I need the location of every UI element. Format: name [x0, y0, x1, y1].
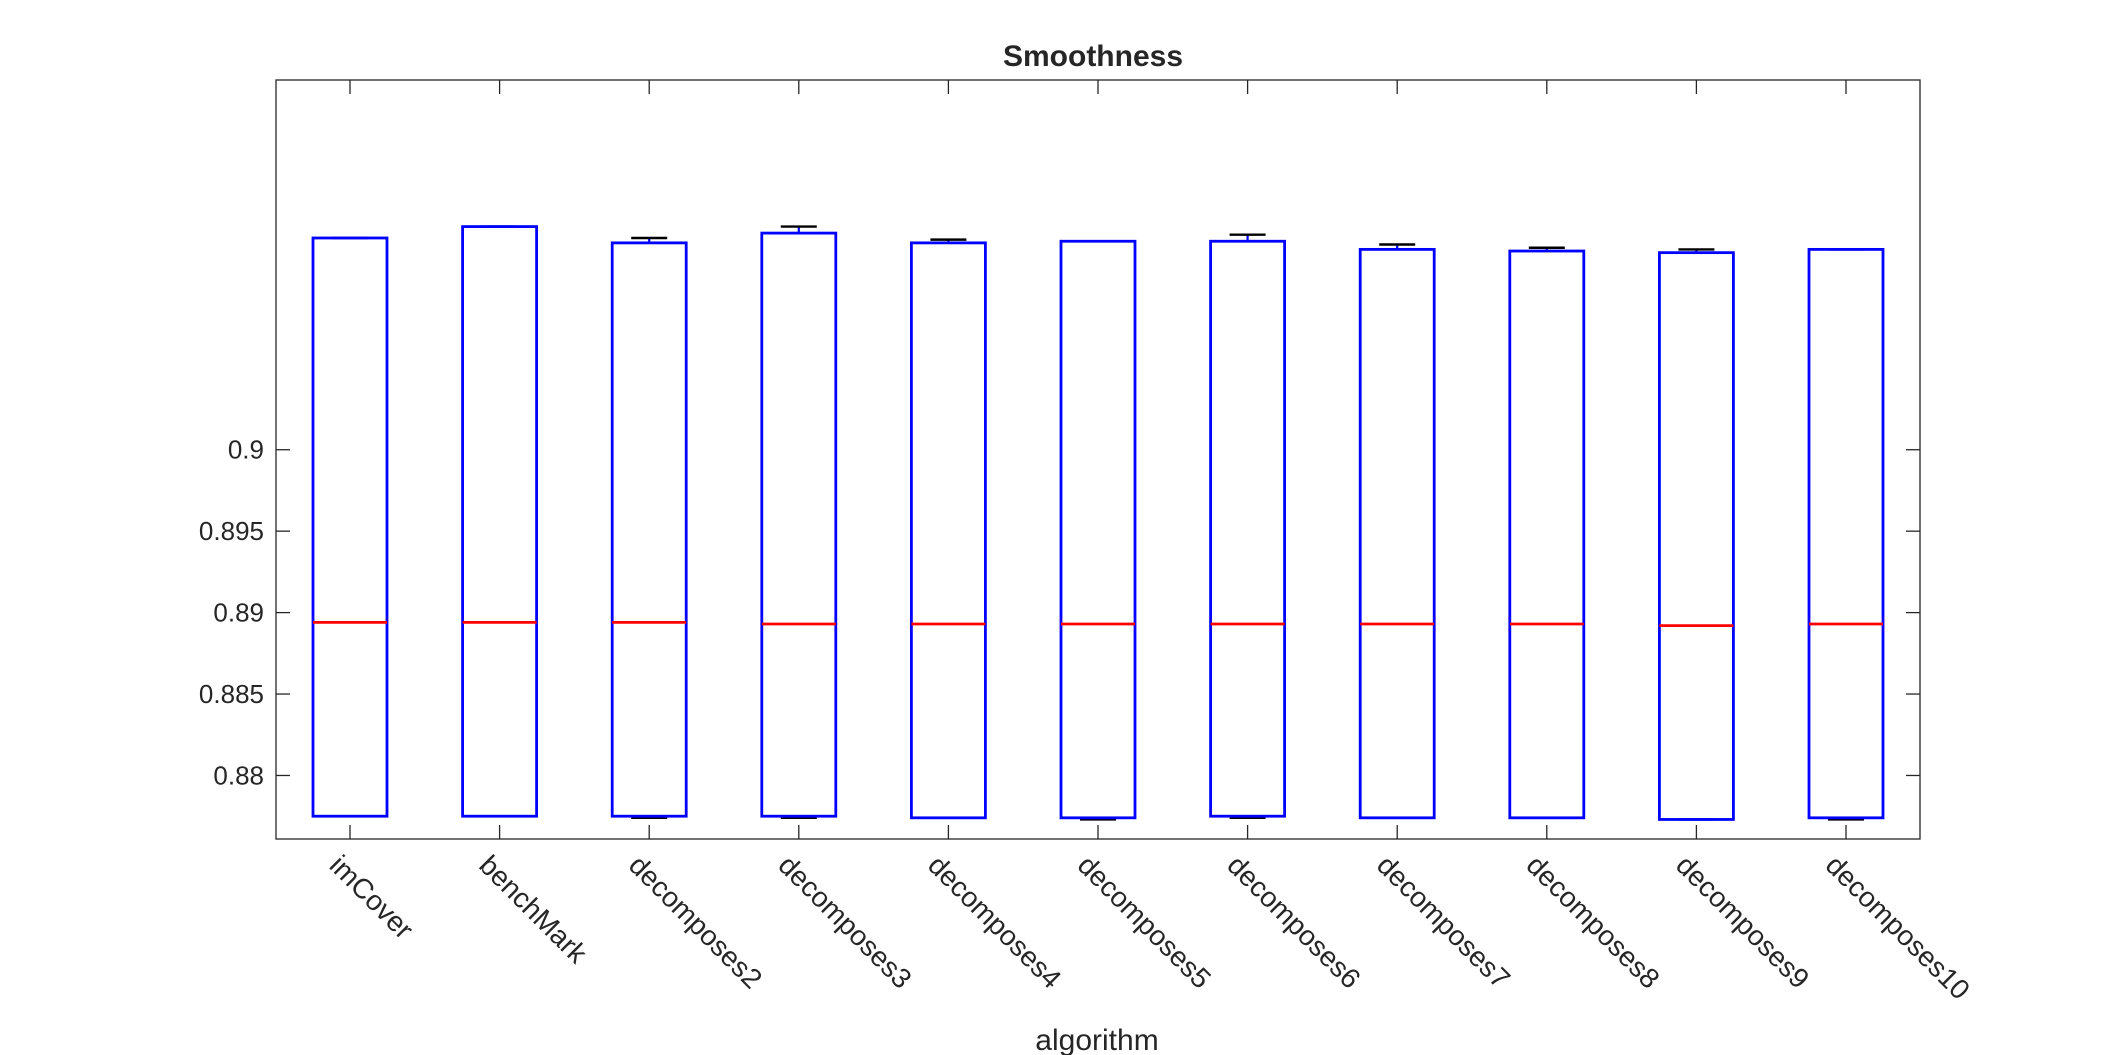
box-decomposes4	[910, 238, 987, 820]
x-tick-label: decomposes5	[1072, 849, 1217, 994]
x-tick-label: decomposes7	[1371, 849, 1516, 994]
box-decomposes8	[1508, 246, 1586, 820]
y-tick-label: 0.885	[199, 679, 264, 709]
x-tick-label: decomposes2	[623, 849, 768, 994]
box-decomposes3	[760, 225, 838, 820]
box-iqr	[461, 225, 539, 818]
y-tick-label: 0.9	[228, 435, 264, 465]
x-tick-label: decomposes9	[1670, 849, 1815, 994]
box-iqr	[311, 236, 389, 818]
box-decomposes10	[1807, 247, 1885, 821]
x-tick-label: decomposes6	[1221, 849, 1366, 994]
chart-title: Smoothness	[1003, 40, 1183, 73]
box-imCover	[311, 236, 389, 818]
box-decomposes9	[1658, 248, 1735, 821]
box-iqr	[910, 241, 987, 820]
box-iqr	[610, 241, 688, 818]
box-iqr	[1807, 247, 1885, 820]
y-tick-label: 0.895	[199, 516, 264, 546]
box-iqr	[1658, 251, 1735, 821]
box-decomposes7	[1358, 243, 1436, 820]
x-tick-label: decomposes8	[1521, 849, 1666, 994]
box-iqr	[1358, 247, 1436, 820]
y-tick-label: 0.88	[213, 760, 264, 790]
x-tick-label: decomposes3	[773, 849, 918, 994]
x-tick-label: decomposes10	[1820, 849, 1976, 1005]
x-tick-label: imCover	[324, 849, 420, 945]
x-axis-label: algorithm	[1035, 1024, 1158, 1055]
box-decomposes2	[610, 236, 688, 820]
box-decomposes6	[1209, 233, 1286, 820]
x-tick-label: decomposes4	[922, 849, 1067, 994]
x-tick-label: benchMark	[473, 849, 594, 970]
box-benchMark	[461, 225, 539, 818]
plot-frame	[275, 79, 1921, 840]
box-decomposes5	[1059, 239, 1137, 821]
box-iqr	[1508, 249, 1586, 820]
y-tick-label: 0.89	[213, 598, 264, 628]
y-axis: 0.88 0.885 0.89 0.895 0.9	[199, 435, 1920, 790]
box-iqr	[1209, 239, 1286, 818]
box-iqr	[760, 231, 838, 818]
x-axis: imCover benchMark decomposes2 decomposes3 de…	[324, 80, 1976, 1006]
boxes-layer	[311, 225, 1885, 821]
box-iqr	[1059, 239, 1137, 820]
